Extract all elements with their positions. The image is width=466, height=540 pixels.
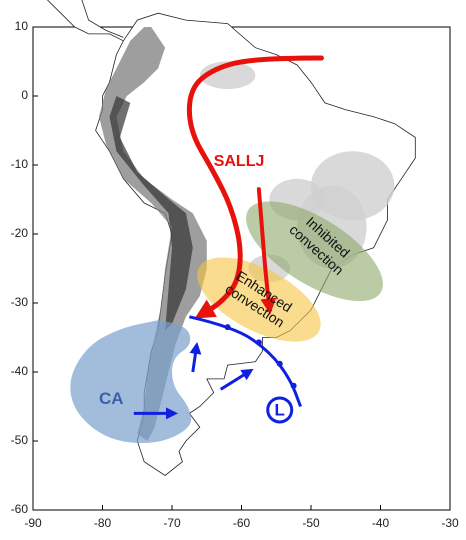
y-tick-label: -30 <box>11 295 29 309</box>
y-tick-label: -60 <box>11 502 29 516</box>
enhanced-area <box>197 257 321 342</box>
x-tick-label: -50 <box>302 516 320 530</box>
y-tick-label: 10 <box>15 19 29 33</box>
front-marker <box>290 382 297 389</box>
axis-ticks: -90 -80 -70 -60 -50 -40 -30 10 0 -10 -20 -30 -40 -50 -… <box>11 19 459 530</box>
y-tick-label: -50 <box>11 433 29 447</box>
central-america <box>46 0 124 42</box>
x-tick-label: -60 <box>233 516 251 530</box>
x-tick-label: -40 <box>372 516 390 530</box>
y-tick-label: -10 <box>11 157 29 171</box>
jet-arrow <box>256 187 277 315</box>
andes-core <box>109 96 193 331</box>
wind-arrow <box>189 341 202 373</box>
continent <box>95 12 416 476</box>
front-marker <box>255 339 262 346</box>
jet-label: SALLJ <box>214 153 265 170</box>
anticyclone-label: CA <box>99 389 124 408</box>
y-tick-label: 0 <box>21 88 28 102</box>
front-marker <box>224 324 231 331</box>
wind-arrow <box>219 368 254 391</box>
x-tick-label: -70 <box>163 516 181 530</box>
y-tick-label: -40 <box>11 364 29 378</box>
overlay-layer: SALLJCALEnhancedconvectionInhibitedconve… <box>70 55 383 444</box>
x-tick-label: -80 <box>94 516 112 530</box>
inhibited-area <box>246 201 383 302</box>
low-circle <box>266 396 294 424</box>
low-label: L <box>275 400 285 419</box>
x-tick-label: -30 <box>441 516 459 530</box>
y-tick-label: -20 <box>11 226 29 240</box>
front-marker <box>276 360 283 367</box>
jet-arrow <box>186 55 324 319</box>
x-tick-label: -90 <box>24 516 42 530</box>
